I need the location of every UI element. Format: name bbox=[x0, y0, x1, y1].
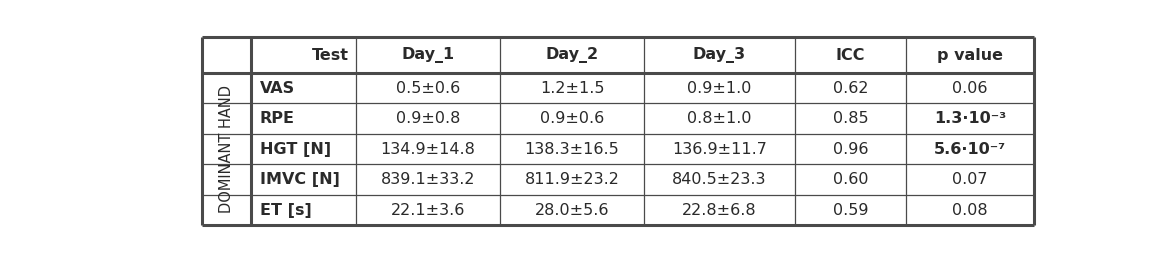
Text: 5.6·10⁻⁷: 5.6·10⁻⁷ bbox=[934, 142, 1006, 157]
Text: 1.2±1.5: 1.2±1.5 bbox=[540, 81, 605, 96]
Text: 811.9±23.2: 811.9±23.2 bbox=[525, 172, 620, 187]
Text: 0.06: 0.06 bbox=[952, 81, 988, 96]
Text: ICC: ICC bbox=[835, 48, 866, 63]
Text: Day_1: Day_1 bbox=[402, 47, 455, 63]
Text: Day_3: Day_3 bbox=[692, 47, 747, 63]
Text: 22.8±6.8: 22.8±6.8 bbox=[682, 203, 757, 218]
Text: 840.5±23.3: 840.5±23.3 bbox=[673, 172, 766, 187]
Text: DOMINANT HAND: DOMINANT HAND bbox=[219, 85, 234, 213]
Text: IMVC [N]: IMVC [N] bbox=[260, 172, 339, 187]
Text: 136.9±11.7: 136.9±11.7 bbox=[672, 142, 767, 157]
Text: ET [s]: ET [s] bbox=[260, 203, 312, 218]
Text: HGT [N]: HGT [N] bbox=[260, 142, 331, 157]
Text: 138.3±16.5: 138.3±16.5 bbox=[525, 142, 620, 157]
Text: 0.8±1.0: 0.8±1.0 bbox=[688, 111, 751, 126]
Text: 22.1±3.6: 22.1±3.6 bbox=[390, 203, 465, 218]
Text: 0.62: 0.62 bbox=[833, 81, 868, 96]
Text: 0.96: 0.96 bbox=[833, 142, 868, 157]
Text: 0.08: 0.08 bbox=[952, 203, 988, 218]
Text: VAS: VAS bbox=[260, 81, 294, 96]
Text: 134.9±14.8: 134.9±14.8 bbox=[381, 142, 475, 157]
Text: 0.9±0.8: 0.9±0.8 bbox=[396, 111, 460, 126]
Text: 0.60: 0.60 bbox=[833, 172, 868, 187]
Text: 0.5±0.6: 0.5±0.6 bbox=[396, 81, 460, 96]
Text: 0.9±1.0: 0.9±1.0 bbox=[688, 81, 751, 96]
Text: 0.9±0.6: 0.9±0.6 bbox=[540, 111, 605, 126]
Text: 0.59: 0.59 bbox=[833, 203, 868, 218]
Text: 1.3·10⁻³: 1.3·10⁻³ bbox=[934, 111, 1006, 126]
Text: Day_2: Day_2 bbox=[546, 47, 599, 63]
Text: 0.85: 0.85 bbox=[833, 111, 869, 126]
Text: p value: p value bbox=[937, 48, 1003, 63]
Text: Test: Test bbox=[312, 48, 349, 63]
Text: 0.07: 0.07 bbox=[952, 172, 988, 187]
Text: RPE: RPE bbox=[260, 111, 294, 126]
Text: 28.0±5.6: 28.0±5.6 bbox=[534, 203, 609, 218]
Text: 839.1±33.2: 839.1±33.2 bbox=[381, 172, 475, 187]
